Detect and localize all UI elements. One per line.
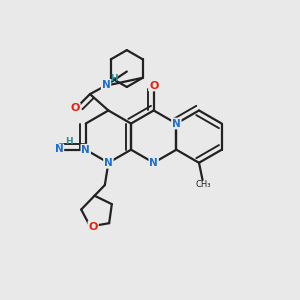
Text: N: N [172, 118, 181, 128]
Text: O: O [70, 103, 80, 113]
Text: H: H [110, 74, 118, 83]
Text: N: N [149, 158, 158, 168]
Text: H: H [65, 137, 73, 146]
Text: CH₃: CH₃ [195, 180, 211, 189]
Text: N: N [102, 80, 110, 90]
Text: O: O [88, 221, 98, 232]
Text: N: N [81, 145, 90, 155]
Text: O: O [149, 80, 158, 91]
Text: N: N [55, 144, 63, 154]
Text: N: N [104, 158, 113, 168]
